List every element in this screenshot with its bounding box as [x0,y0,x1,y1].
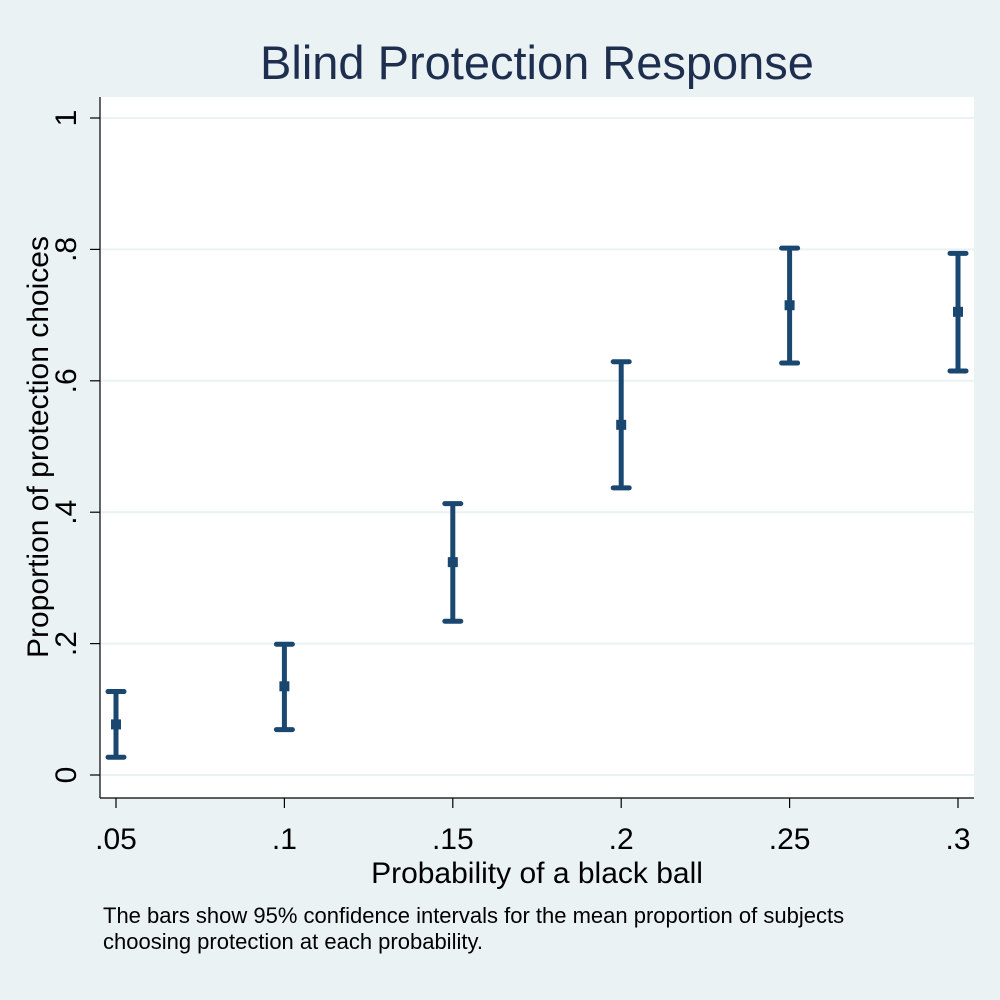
y-tick-label: 1 [50,110,83,127]
x-tick-label: .25 [769,823,811,856]
x-tick-label: .3 [945,823,970,856]
y-ticks-layer: 0 .2 .4 .6 .8 1 [50,110,100,784]
grid-layer [101,117,974,776]
y-axis-label: Proportion of protection choices [22,236,55,658]
x-tick-label: .1 [272,823,297,856]
x-tick-label: .05 [95,823,137,856]
y-tick-label: 0 [50,767,83,784]
y-tick-label: .2 [50,631,83,656]
chart-svg: 0 .2 .4 .6 .8 1 .05 .1 .15 .2 .25 .3 Blind Protect… [22,36,974,890]
mean-marker [616,419,627,430]
mean-marker [279,681,290,692]
mean-marker [447,557,458,568]
chart-note-line-1: The bars show 95% confidence intervals f… [103,903,845,928]
x-axis-label: Probability of a black ball [371,857,703,890]
x-tick-label: .15 [432,823,474,856]
chart-note-line-2: choosing protection at each probability. [103,929,483,954]
y-tick-label: .4 [50,500,83,525]
mean-marker [784,300,795,311]
x-ticks-layer: .05 .1 .15 .2 .25 .3 [95,798,971,856]
mean-marker [111,719,121,730]
plot-area [100,97,974,798]
x-tick-label: .2 [609,823,634,856]
series-layer [105,245,969,760]
chart-title: Blind Protection Response [260,36,814,89]
chart-note: The bars show 95% confidence intervals f… [103,903,1000,955]
mean-marker [953,306,963,317]
y-tick-label: .6 [50,368,83,393]
y-tick-label: .8 [50,237,83,262]
